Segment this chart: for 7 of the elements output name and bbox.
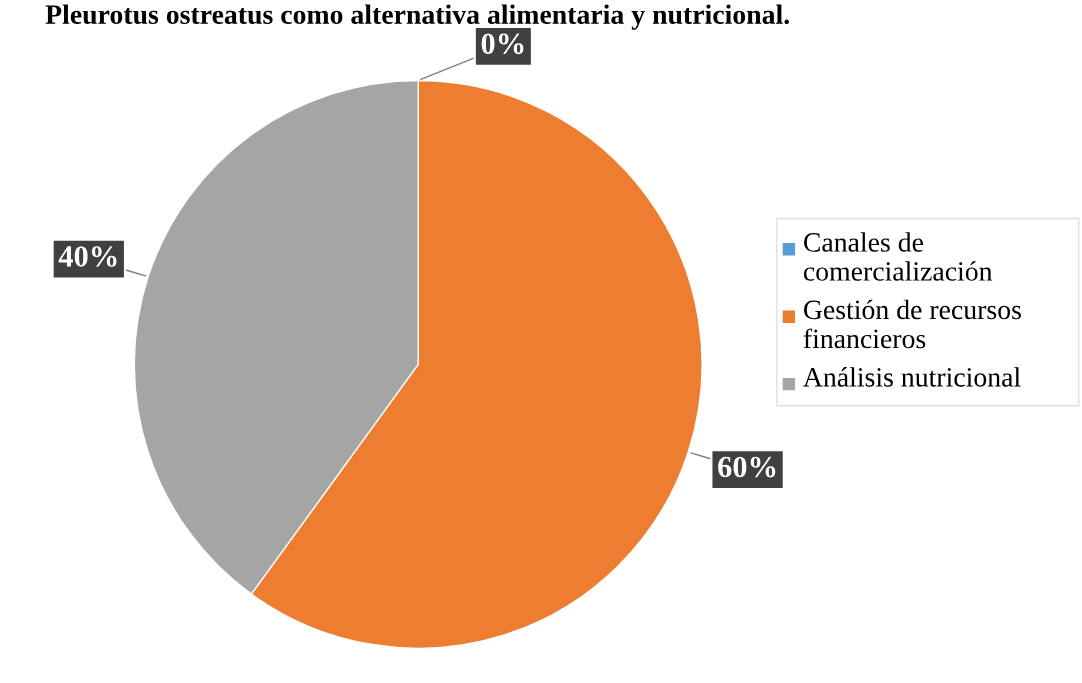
legend-label: Canales de comercialización xyxy=(803,232,993,281)
data-label: 60% xyxy=(718,456,776,478)
data-label: 40% xyxy=(58,246,117,267)
legend-label: Gestión de recursos financieros xyxy=(803,299,1021,349)
text: 0% xyxy=(481,33,524,55)
legend-label: Análisis nutricional xyxy=(803,367,1021,387)
chart-title: Pleurotus ostreatus como alternativa alimentaria y nutricional. xyxy=(45,4,789,30)
